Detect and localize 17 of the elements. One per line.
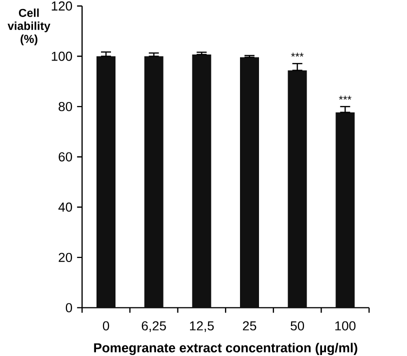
y-tick-label: 40	[58, 202, 72, 212]
y-tick-label: 20	[58, 252, 72, 262]
x-tick-label: 6,25	[142, 321, 166, 332]
y-tick-label: 80	[58, 102, 72, 112]
y-axis-title: Cell viability (%)	[8, 8, 50, 46]
annotation: ***	[291, 52, 304, 57]
x-tick-label: 100	[335, 321, 356, 330]
x-tick-label: 0	[102, 321, 110, 330]
y-tick-label: 60	[58, 152, 72, 162]
y-tick-label: 120	[52, 1, 72, 11]
x-axis-title: Pomegranate extract concentration (µg/ml)	[94, 342, 358, 356]
y-tick-label: 0	[66, 303, 72, 312]
x-tick-label: 50	[290, 321, 304, 330]
x-tick-label: 25	[242, 321, 256, 330]
y-tick-label: 100	[52, 52, 72, 61]
x-tick-label: 12,5	[190, 321, 214, 332]
annotation: ***	[338, 96, 352, 100]
